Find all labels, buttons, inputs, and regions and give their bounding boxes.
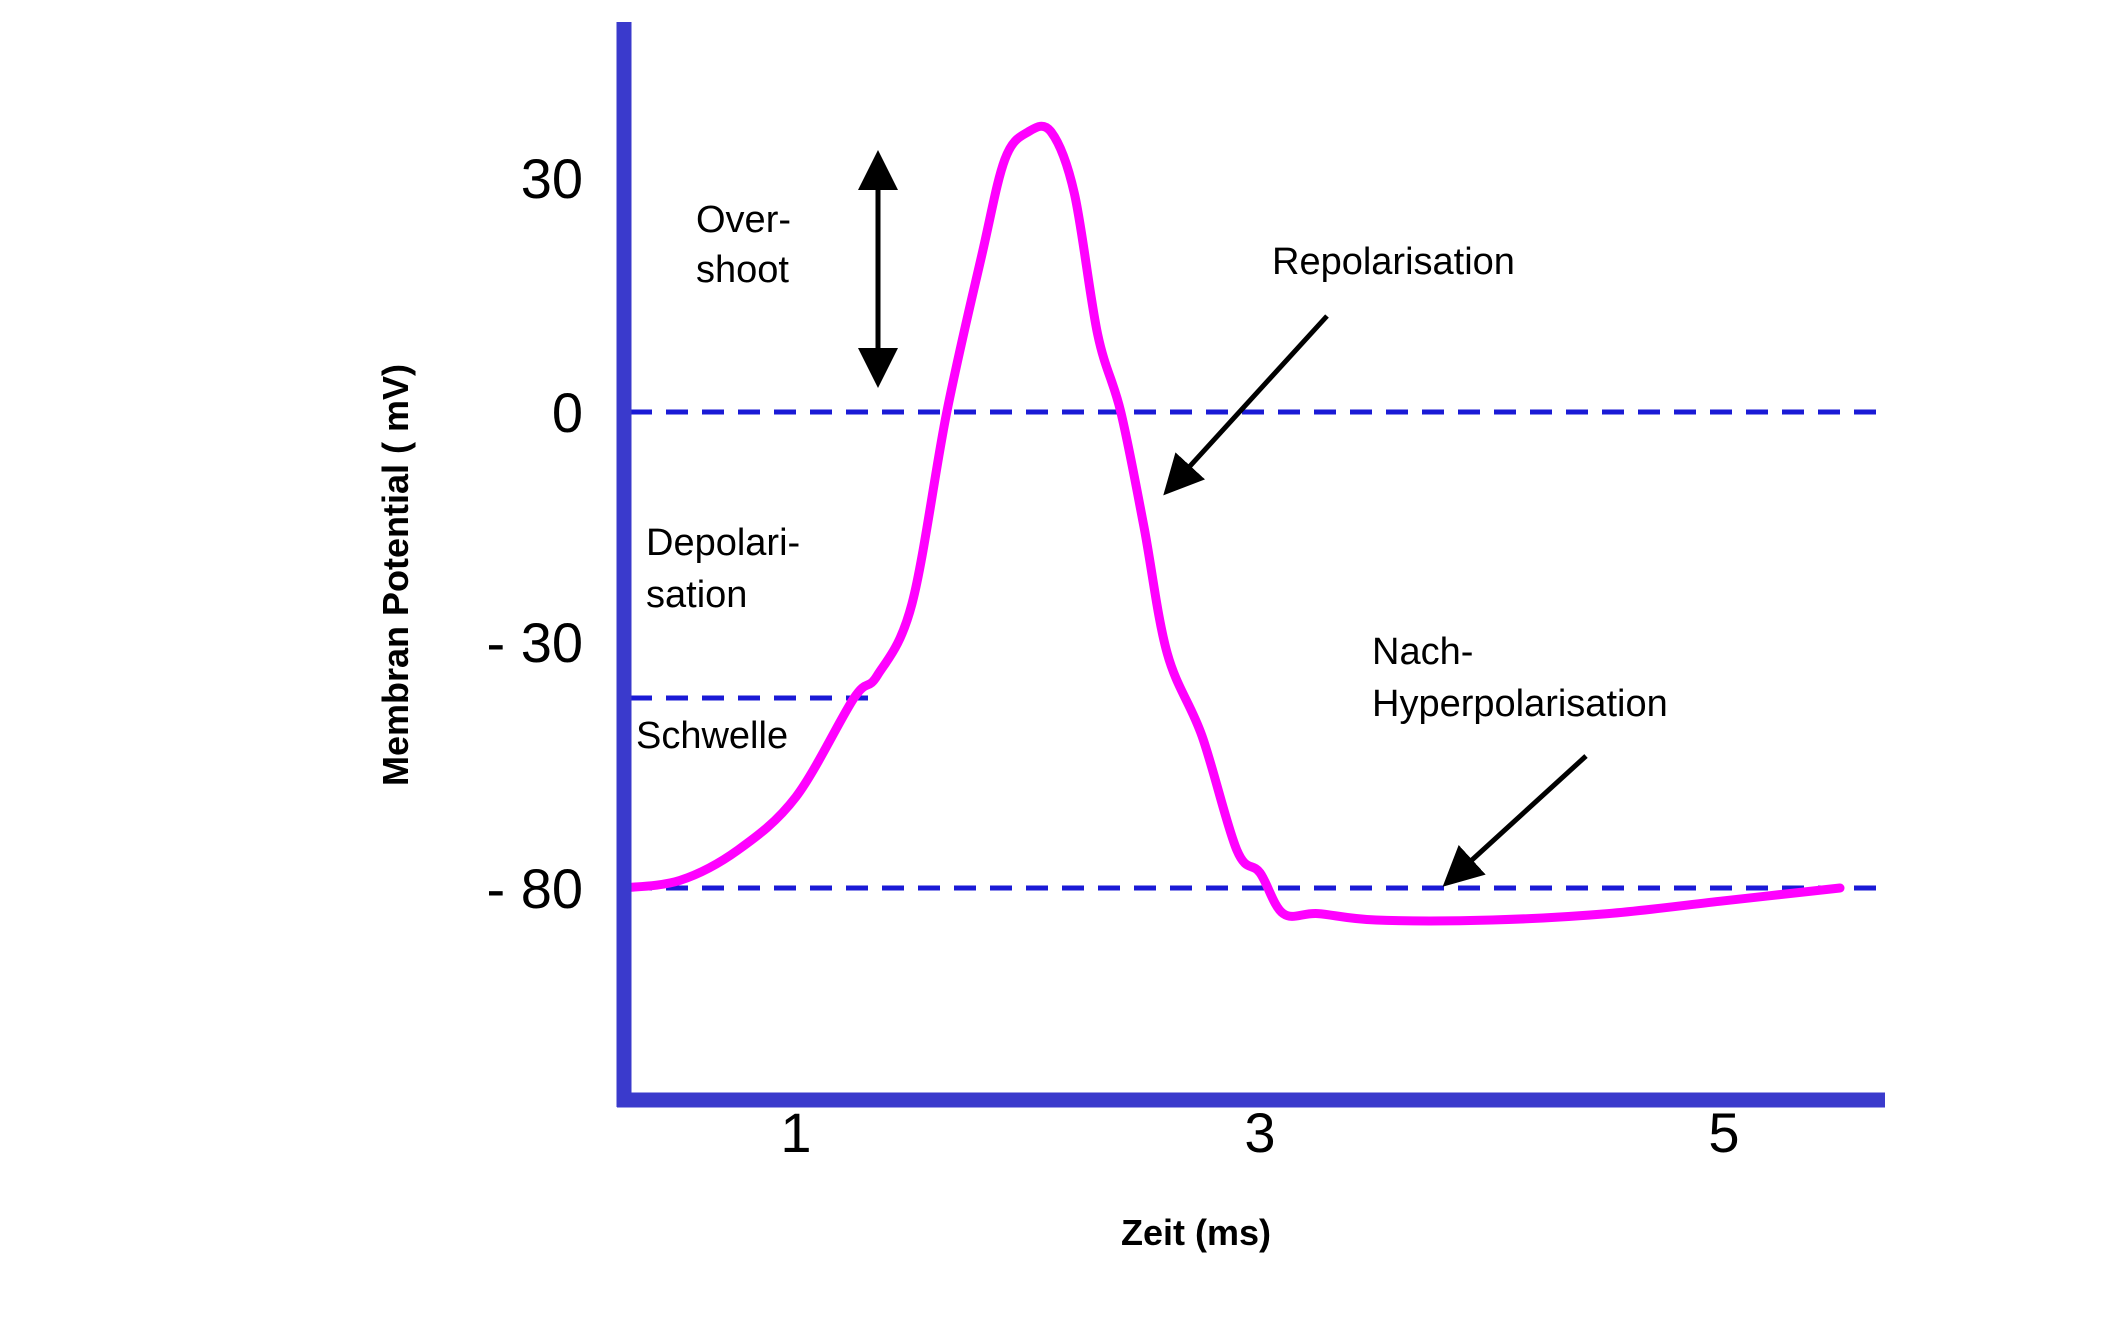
y-tick-label: - 80 [487, 857, 584, 920]
y-tick-label: 0 [552, 381, 583, 444]
depolarisation-label-line-1: Depolari- [646, 522, 800, 564]
y-tick-label: - 30 [487, 611, 584, 674]
threshold-label: Schwelle [636, 715, 788, 757]
y-tick-labels: 30 0 - 30 - 80 [487, 147, 584, 920]
afterhyperpolarisation-label: Nach- Hyperpolarisation [1372, 631, 1668, 725]
overshoot-label: Over- shoot [696, 199, 802, 291]
overshoot-label-line-1: Over- [696, 199, 791, 241]
y-axis-title: Membran Potential ( mV) [375, 364, 416, 786]
reference-lines [630, 409, 1880, 891]
action-potential-curve [617, 121, 1845, 926]
afterhyperpolarisation-arrow [1442, 754, 1588, 887]
x-tick-label: 5 [1708, 1101, 1739, 1164]
x-tick-label: 1 [780, 1101, 811, 1164]
depolarisation-label-line-2: sation [646, 574, 747, 616]
y-tick-label: 30 [521, 147, 583, 210]
afterhyperpolarisation-label-line-1: Nach- [1372, 631, 1473, 673]
x-axis-title: Zeit (ms) [1121, 1212, 1271, 1253]
depolarisation-label: Depolari- sation [646, 522, 811, 616]
repolarisation-arrow [1163, 314, 1329, 496]
overshoot-label-line-2: shoot [696, 249, 789, 291]
x-tick-labels: 1 3 5 [780, 1101, 1739, 1164]
x-tick-label: 3 [1244, 1101, 1275, 1164]
afterhyperpolarisation-label-line-2: Hyperpolarisation [1372, 683, 1668, 725]
repolarisation-label: Repolarisation [1272, 241, 1515, 283]
